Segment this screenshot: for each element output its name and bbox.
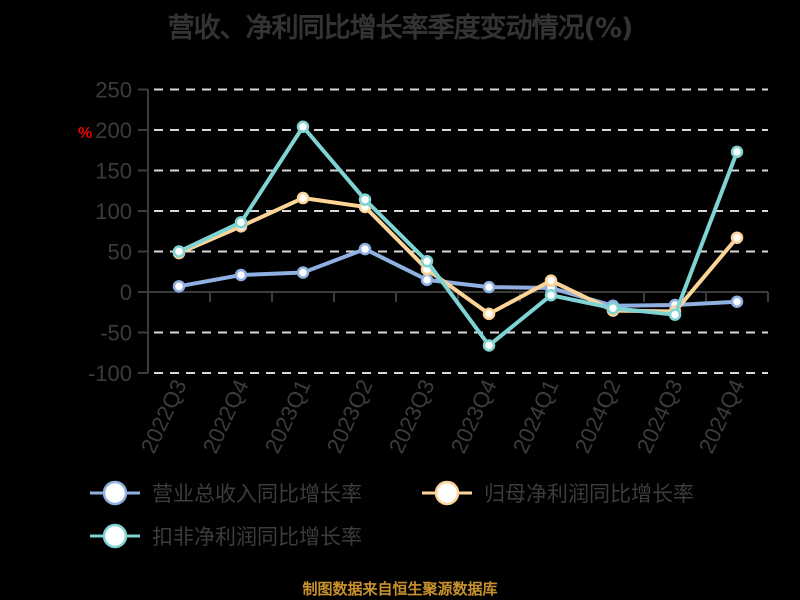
data-point[interactable] — [420, 273, 434, 287]
y-axis-ticks: 250 200 150 100 50 0 -50 -100 — [88, 78, 148, 386]
y-tick-label: 50 — [108, 240, 132, 265]
legend-marker-icon — [434, 480, 460, 506]
y-tick-label: 100 — [95, 199, 132, 224]
data-point[interactable] — [172, 280, 186, 293]
data-point[interactable] — [296, 191, 310, 205]
legend-marker-icon — [102, 480, 128, 506]
data-point[interactable] — [234, 216, 248, 229]
data-point[interactable] — [358, 193, 372, 206]
y-tick-label: 200 — [95, 118, 132, 143]
data-point[interactable] — [730, 295, 744, 308]
data-point[interactable] — [544, 274, 558, 287]
y-tick-label: -100 — [88, 361, 132, 386]
data-point[interactable] — [358, 242, 372, 256]
x-tick-label: 2023Q4 — [446, 376, 502, 458]
legend-label: 归母净利润同比增长率 — [484, 482, 694, 506]
data-point[interactable] — [482, 307, 496, 321]
legend-label: 营业总收入同比增长率 — [152, 482, 362, 506]
legend-item-1[interactable]: 营业总收入同比增长率 — [90, 480, 362, 506]
x-tick-label: 2022Q3 — [136, 376, 192, 458]
data-point[interactable] — [730, 145, 744, 159]
legend-label: 扣非净利润同比增长率 — [152, 525, 362, 549]
data-point[interactable] — [668, 308, 682, 321]
data-point[interactable] — [420, 254, 434, 268]
legend-item-2[interactable]: 归母净利润同比增长率 — [422, 480, 694, 506]
data-source-note: 制图数据来自恒生聚源数据库 — [302, 580, 498, 598]
x-axis-ticks: 2022Q3 2022Q4 2023Q1 2023Q2 2023Q3 2023Q4 2024… — [136, 376, 750, 458]
y-tick-label: 250 — [95, 78, 132, 103]
x-tick-label: 2024Q4 — [694, 376, 750, 458]
y-tick-label: -50 — [100, 321, 132, 346]
gridlines — [154, 88, 768, 374]
x-tick-label: 2023Q1 — [260, 376, 316, 458]
x-tick-label: 2024Q2 — [570, 376, 626, 458]
y-tick-label: 0 — [120, 280, 132, 305]
y-unit-label: % — [78, 125, 92, 142]
y-tick-label: 150 — [95, 159, 132, 184]
series-3 — [172, 120, 744, 352]
x-tick-label: 2023Q3 — [384, 376, 440, 458]
data-point[interactable] — [296, 120, 310, 134]
data-point[interactable] — [172, 245, 186, 258]
data-point[interactable] — [606, 301, 620, 315]
data-point[interactable] — [296, 266, 310, 279]
data-point[interactable] — [730, 231, 744, 244]
data-point[interactable] — [482, 280, 496, 294]
legend-item-3[interactable]: 扣非净利润同比增长率 — [90, 523, 362, 549]
x-tick-label: 2023Q2 — [322, 376, 378, 458]
series-lines — [172, 120, 744, 352]
data-point[interactable] — [544, 288, 558, 302]
data-point[interactable] — [482, 339, 496, 352]
x-tick-label: 2024Q1 — [508, 376, 564, 458]
chart-title: 营收、净利同比增长率季度变动情况(%) — [167, 13, 634, 44]
x-tick-label: 2022Q4 — [198, 376, 254, 458]
x-tick-label: 2024Q3 — [632, 376, 688, 458]
legend-marker-icon — [102, 523, 128, 549]
data-point[interactable] — [234, 268, 248, 282]
